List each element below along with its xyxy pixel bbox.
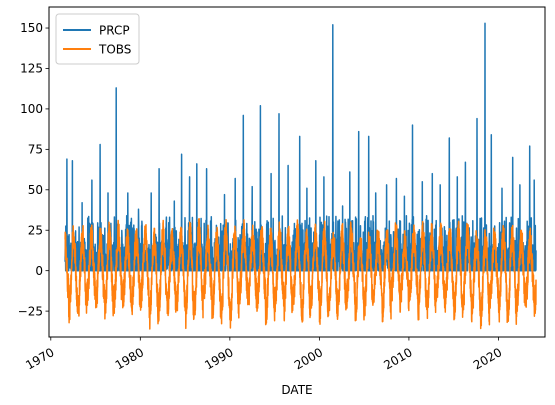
y-tick-label: −25 [18, 304, 43, 318]
y-tick-label: 75 [28, 143, 43, 157]
y-tick-label: 0 [35, 264, 43, 278]
x-axis-label: DATE [281, 383, 312, 397]
y-tick-label: 125 [20, 62, 43, 76]
legend-label-tobs: TOBS [98, 43, 131, 57]
y-tick-label: 50 [28, 183, 43, 197]
y-tick-label: 100 [20, 102, 43, 116]
legend-label-prcp: PRCP [99, 24, 130, 38]
legend: PRCP TOBS [56, 14, 139, 64]
y-tick-label: 150 [20, 21, 43, 35]
y-tick-label: 25 [28, 223, 43, 237]
legend-box [56, 14, 139, 64]
